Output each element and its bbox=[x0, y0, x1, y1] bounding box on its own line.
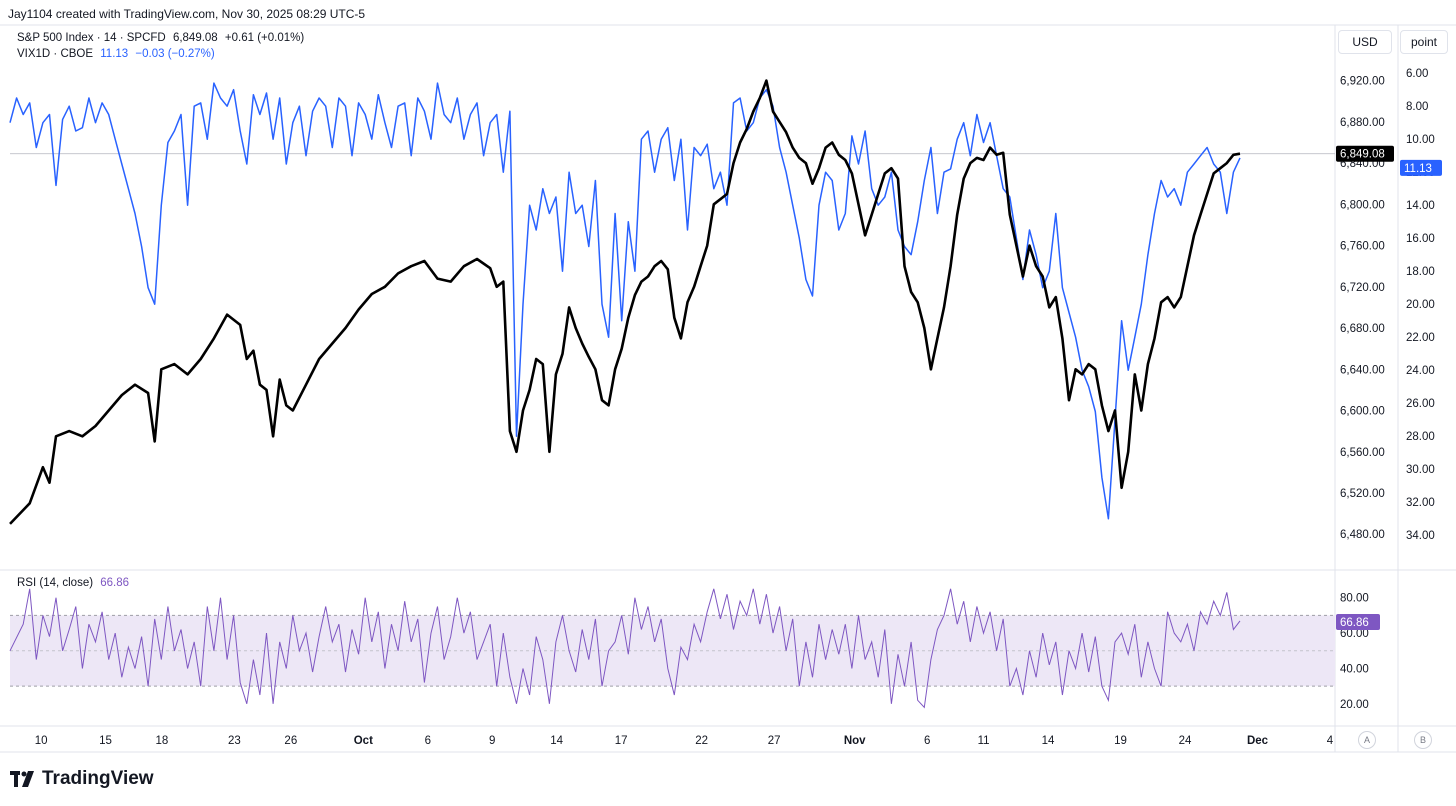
vix-price-tag-bg bbox=[1400, 159, 1442, 176]
price-axis-label: 6,880.00 bbox=[1340, 117, 1385, 129]
vix-axis-label: 20.00 bbox=[1406, 299, 1435, 311]
rsi-axis-label: 80.00 bbox=[1340, 593, 1369, 605]
rsi-axis-label: 40.00 bbox=[1340, 663, 1369, 675]
time-axis-label: 24 bbox=[1179, 735, 1192, 747]
time-axis-label: 23 bbox=[228, 735, 241, 747]
chart-header: Jay1104 created with TradingView.com, No… bbox=[8, 7, 366, 21]
time-axis-label: 27 bbox=[768, 735, 781, 747]
legend-rsi-name: RSI (14, close) bbox=[17, 577, 94, 589]
time-axis-label: 19 bbox=[1114, 735, 1127, 747]
tradingview-logo-text: TradingView bbox=[42, 768, 154, 789]
legend-vix-change: −0.03 (−0.27%) bbox=[135, 48, 215, 60]
vix-line bbox=[9, 82, 1241, 520]
legend-rsi[interactable]: RSI (14, close) 66.86 bbox=[17, 577, 133, 589]
time-axis-label: 9 bbox=[489, 735, 495, 747]
vix-axis-label: 16.00 bbox=[1406, 233, 1435, 245]
price-axis-label: 6,640.00 bbox=[1340, 364, 1385, 376]
tradingview-logo-icon bbox=[10, 771, 34, 787]
price-axis-label: 6,720.00 bbox=[1340, 282, 1385, 294]
price-axis-label: 6,920.00 bbox=[1340, 76, 1385, 88]
time-axis-label: Oct bbox=[354, 735, 373, 747]
vix-axis-label: 18.00 bbox=[1406, 266, 1435, 278]
price-axis-label: 6,480.00 bbox=[1340, 529, 1385, 541]
vix-axis-label: 30.00 bbox=[1406, 464, 1435, 476]
price-axis-label: 6,760.00 bbox=[1340, 241, 1385, 253]
time-axis-label: 10 bbox=[35, 735, 48, 747]
log-scale-button[interactable]: B bbox=[1414, 731, 1432, 749]
rsi-line bbox=[9, 588, 1241, 709]
time-axis-label: 6 bbox=[425, 735, 431, 747]
point-scale-button[interactable]: point bbox=[1400, 30, 1448, 54]
time-axis-label: 11 bbox=[978, 735, 990, 747]
vix-price-tag: 11.13 bbox=[1404, 163, 1432, 175]
legend-spx-name: S&P 500 Index · 14 · SPCFD bbox=[17, 32, 166, 44]
price-axis-label: 6,680.00 bbox=[1340, 323, 1385, 335]
time-axis-label: 26 bbox=[284, 735, 297, 747]
legend-rsi-value: 66.86 bbox=[100, 577, 130, 589]
time-axis-label: 14 bbox=[550, 735, 563, 747]
time-axis-label: 22 bbox=[695, 735, 708, 747]
price-axis-label: 6,600.00 bbox=[1340, 406, 1385, 418]
spx-price-tag-bg bbox=[1336, 145, 1394, 162]
time-axis-label: 14 bbox=[1042, 735, 1055, 747]
price-axis-label: 6,520.00 bbox=[1340, 488, 1385, 500]
vix-axis-label: 32.00 bbox=[1406, 497, 1435, 509]
rsi-axis-label: 60.00 bbox=[1340, 628, 1369, 640]
time-axis-label: 6 bbox=[924, 735, 930, 747]
time-axis-label: 4 bbox=[1327, 735, 1334, 747]
vix-axis-label: 24.00 bbox=[1406, 365, 1435, 377]
tradingview-logo: TradingView bbox=[10, 768, 154, 790]
vix-axis-label: 8.00 bbox=[1406, 101, 1428, 113]
legend-vix-value: 11.13 bbox=[100, 48, 129, 60]
time-axis-label: 15 bbox=[99, 735, 112, 747]
vix-axis-label: 6.00 bbox=[1406, 68, 1428, 80]
vix-axis-label: 14.00 bbox=[1406, 200, 1435, 212]
legend-spx-value: 6,849.08 bbox=[172, 32, 218, 44]
rsi-value-tag-bg bbox=[1336, 613, 1380, 630]
vix-axis-label: 26.00 bbox=[1406, 398, 1435, 410]
legend-spx-change: +0.61 (+0.01%) bbox=[224, 32, 305, 44]
time-axis-label: Dec bbox=[1247, 735, 1269, 747]
rsi-value-tag: 66.86 bbox=[1340, 617, 1369, 629]
legend-spx[interactable]: S&P 500 Index · 14 · SPCFD 6,849.08 +0.6… bbox=[17, 32, 308, 44]
vix-axis-label: 10.00 bbox=[1406, 134, 1435, 146]
usd-scale-button[interactable]: USD bbox=[1338, 30, 1392, 54]
spx-line bbox=[9, 79, 1241, 525]
legend-vix-name: VIX1D · CBOE bbox=[17, 48, 94, 60]
vix-axis-label: 28.00 bbox=[1406, 431, 1435, 443]
legend-vix[interactable]: VIX1D · CBOE 11.13 −0.03 (−0.27%) bbox=[17, 48, 219, 60]
vix-axis-label: 34.00 bbox=[1406, 530, 1435, 542]
vix-axis-label: 22.00 bbox=[1406, 332, 1435, 344]
time-axis-label: 17 bbox=[615, 735, 628, 747]
time-axis-label: 18 bbox=[156, 735, 169, 747]
time-axis-label: Nov bbox=[844, 735, 866, 747]
auto-scale-button[interactable]: A bbox=[1358, 731, 1376, 749]
price-axis-label: 6,800.00 bbox=[1340, 199, 1385, 211]
rsi-axis-label: 20.00 bbox=[1340, 699, 1369, 711]
price-axis-label: 6,560.00 bbox=[1340, 447, 1385, 459]
spx-price-tag: 6,849.08 bbox=[1340, 149, 1385, 161]
